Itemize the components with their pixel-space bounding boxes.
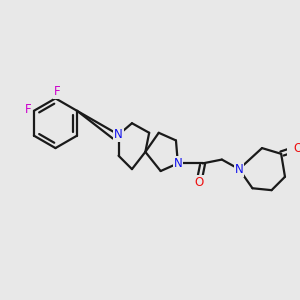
Text: O: O (294, 142, 300, 154)
Text: N: N (173, 157, 182, 170)
Text: F: F (54, 85, 61, 98)
Text: O: O (194, 176, 203, 189)
Text: F: F (25, 103, 32, 116)
Text: N: N (235, 163, 243, 176)
Text: N: N (114, 128, 123, 141)
